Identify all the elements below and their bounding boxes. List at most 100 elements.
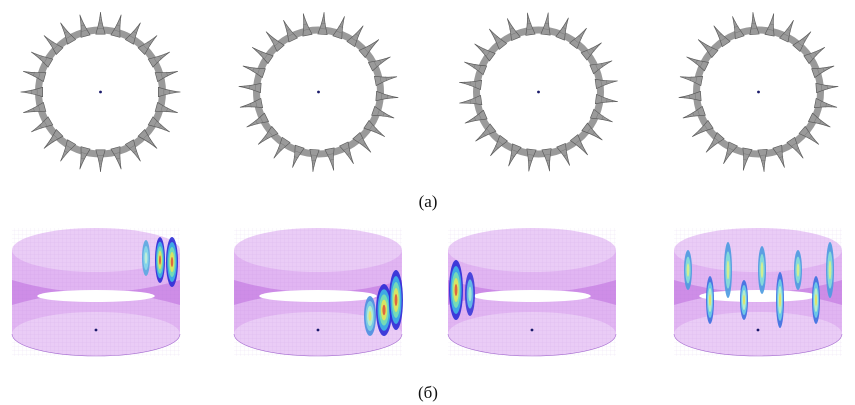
- gear-tooth: [581, 122, 603, 141]
- gear-tooth: [60, 22, 77, 45]
- gear-tooth: [110, 146, 122, 170]
- gear-ring-panel-2: [236, 8, 401, 176]
- gear-tooth: [292, 144, 305, 168]
- gear-tooth: [569, 27, 587, 50]
- gear-ring-panel-1: [18, 8, 183, 176]
- center-dot: [537, 90, 540, 94]
- buckle-lobe: [155, 237, 165, 283]
- center-dot: [99, 90, 102, 94]
- gear-tooth: [705, 132, 725, 153]
- gear-tooth: [147, 116, 170, 133]
- gear-tooth: [154, 101, 178, 114]
- cylinder-panel-2: [228, 222, 438, 377]
- gear-tooth: [697, 39, 719, 59]
- cylinder-panel-4: [668, 222, 853, 377]
- ring-band: [693, 26, 824, 158]
- gear-tooth: [147, 51, 170, 68]
- buckle-lobe: [724, 242, 732, 298]
- gear-tooth: [732, 16, 745, 40]
- gear-tooth: [79, 146, 91, 170]
- gear-tooth: [124, 22, 141, 45]
- gear-tooth: [371, 105, 395, 119]
- gear-tooth: [569, 134, 589, 156]
- gear-tooth: [506, 18, 521, 42]
- gear-tooth: [265, 31, 285, 52]
- gear-tooth: [792, 31, 812, 52]
- gear-tooth: [713, 25, 731, 48]
- gear-tooth: [807, 112, 831, 128]
- buckle-lobe: [684, 250, 692, 290]
- gear-tooth: [373, 76, 398, 87]
- center-dot: [316, 328, 320, 332]
- gear-tooth: [302, 13, 313, 37]
- gear-tooth: [803, 47, 826, 65]
- gear-ring-4: [678, 12, 839, 172]
- gear-tooth: [273, 136, 291, 159]
- gear-ring-panel-3: [456, 8, 621, 176]
- gear-tooth: [813, 97, 838, 108]
- gear-tooth: [475, 123, 497, 142]
- gear-tooth: [772, 144, 785, 168]
- gear-tooth: [246, 112, 270, 128]
- buckle-lobe: [449, 260, 463, 320]
- cylinder-3: [447, 228, 617, 357]
- gear-tooth: [555, 17, 569, 41]
- gear-tooth: [363, 119, 386, 137]
- buckle-lobe: [812, 276, 820, 324]
- caption-b: (б): [418, 383, 438, 402]
- center-dot: [757, 90, 760, 94]
- gear-tooth: [60, 139, 77, 162]
- gear-tooth: [556, 142, 571, 166]
- buckle-lobe: [142, 240, 150, 276]
- gear-tooth: [358, 39, 380, 59]
- gear-tooth: [375, 90, 399, 102]
- buckle-lobe: [740, 280, 748, 320]
- buckle-lobe: [758, 246, 766, 294]
- gear-tooth: [580, 42, 602, 61]
- gear-ring-panel-4: [676, 8, 841, 176]
- gear-tooth: [786, 136, 804, 159]
- gear-ring-1: [20, 11, 181, 173]
- ring-band: [253, 26, 384, 158]
- gear-tooth: [352, 132, 372, 153]
- center-dot: [756, 328, 760, 332]
- gear-tooth: [43, 129, 64, 149]
- gear-tooth: [678, 90, 702, 102]
- gear-tooth: [723, 141, 738, 165]
- buckle-lobe: [706, 276, 714, 324]
- buckle-lobe: [364, 296, 376, 336]
- gear-tooth: [742, 147, 753, 171]
- gear-tooth: [242, 65, 266, 79]
- gear-tooth: [43, 35, 64, 55]
- buckle-lobe: [166, 237, 178, 287]
- gear-tooth: [811, 65, 835, 79]
- gear-tooth: [283, 19, 298, 43]
- cylinder-4: [673, 228, 843, 357]
- gear-tooth: [79, 14, 91, 38]
- gear-tooth: [31, 51, 54, 68]
- gear-tooth: [490, 134, 508, 157]
- gear-tooth: [31, 116, 54, 133]
- cylinder-2: [233, 228, 403, 357]
- gear-tooth: [464, 109, 488, 124]
- gear-tooth: [686, 56, 710, 72]
- cylinder-panel-3: [442, 222, 642, 377]
- gear-tooth: [488, 28, 508, 50]
- center-dot: [317, 90, 320, 94]
- gear-tooth: [346, 25, 364, 48]
- gear-tooth: [332, 16, 345, 40]
- gear-tooth: [251, 47, 274, 65]
- cylinder-1: [11, 228, 181, 357]
- gear-tooth: [239, 97, 264, 108]
- gear-tooth: [317, 12, 328, 35]
- gear-tooth: [749, 12, 760, 35]
- center-dot: [530, 328, 534, 332]
- gear-tooth: [764, 13, 775, 37]
- gear-tooth: [137, 35, 158, 55]
- gear-tooth: [257, 125, 279, 145]
- gear-tooth: [779, 19, 794, 43]
- gear-tooth: [589, 108, 613, 123]
- gear-tooth: [309, 149, 320, 172]
- gear-tooth: [757, 149, 768, 172]
- gear-ring-2: [238, 12, 399, 172]
